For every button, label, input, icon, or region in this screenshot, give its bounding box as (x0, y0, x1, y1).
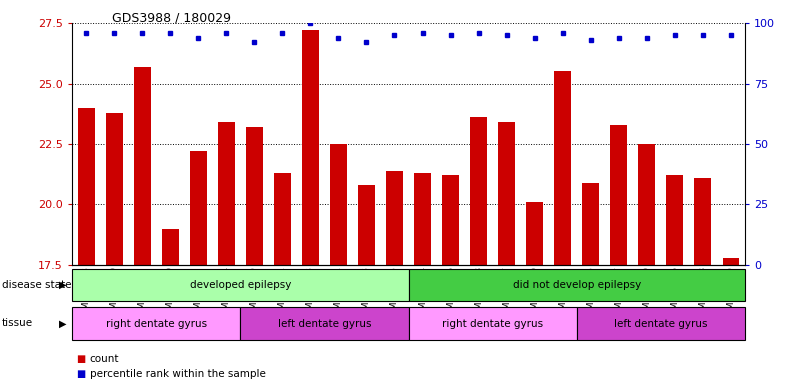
Bar (274, 173, 291, 265)
Bar (638, 144, 655, 265)
Bar (582, 183, 599, 265)
Bar (723, 258, 739, 265)
Bar (72, 269, 409, 301)
Text: right dentate gyrus: right dentate gyrus (442, 318, 543, 329)
Text: left dentate gyrus: left dentate gyrus (614, 318, 707, 329)
Bar (526, 202, 543, 265)
Bar (72, 307, 240, 340)
Bar (577, 307, 745, 340)
Bar (414, 173, 431, 265)
Text: ■: ■ (76, 354, 86, 364)
Bar (409, 269, 745, 301)
Text: GDS3988 / 180029: GDS3988 / 180029 (112, 12, 231, 25)
Text: developed epilepsy: developed epilepsy (190, 280, 291, 290)
Text: did not develop epilepsy: did not develop epilepsy (513, 280, 641, 290)
Bar (162, 228, 179, 265)
Bar (190, 151, 207, 265)
Bar (134, 66, 151, 265)
Bar (302, 30, 319, 265)
Text: ▶: ▶ (58, 280, 66, 290)
Bar (470, 118, 487, 265)
Bar (442, 175, 459, 265)
Text: count: count (90, 354, 119, 364)
Bar (330, 144, 347, 265)
Bar (498, 122, 515, 265)
Bar (78, 108, 95, 265)
Bar (694, 178, 711, 265)
Bar (610, 125, 627, 265)
Bar (554, 71, 571, 265)
Text: left dentate gyrus: left dentate gyrus (278, 318, 371, 329)
Text: ▶: ▶ (58, 318, 66, 328)
Text: tissue: tissue (2, 318, 33, 328)
Bar (409, 307, 577, 340)
Bar (386, 170, 403, 265)
Text: disease state: disease state (2, 280, 71, 290)
Bar (358, 185, 375, 265)
Text: ■: ■ (76, 369, 86, 379)
Bar (106, 113, 123, 265)
Text: percentile rank within the sample: percentile rank within the sample (90, 369, 266, 379)
Bar (240, 307, 409, 340)
Bar (218, 122, 235, 265)
Text: right dentate gyrus: right dentate gyrus (106, 318, 207, 329)
Bar (246, 127, 263, 265)
Bar (666, 175, 683, 265)
